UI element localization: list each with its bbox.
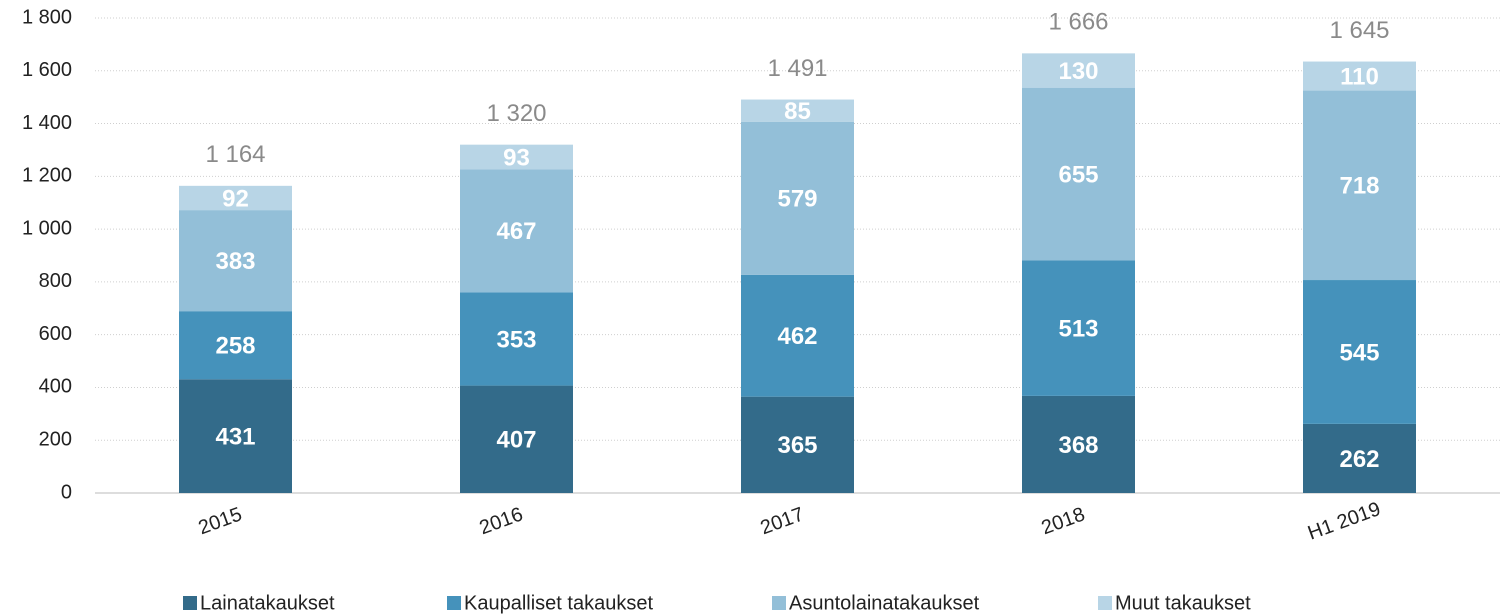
y-tick-label: 600 [39,323,72,345]
segment-label: 718 [1339,173,1379,200]
x-tick-label: 2017 [758,503,807,539]
bar-segment [741,99,854,122]
bar-segment [1022,395,1135,493]
bar-segment [741,396,854,493]
segment-label: 92 [222,185,249,212]
segment-label: 368 [1058,432,1098,459]
y-tick-label: 1 400 [22,112,72,134]
segment-label: 462 [777,323,817,350]
y-tick-label: 1 800 [22,6,72,28]
total-label: 1 645 [1329,17,1389,44]
segment-label: 545 [1339,339,1379,366]
bar-segment [179,379,292,493]
legend-label: Lainatakaukset [200,592,335,614]
x-tick-label: H1 2019 [1305,498,1384,545]
segment-label: 258 [215,333,255,360]
bar-segment [1022,87,1135,261]
legend-swatch [772,596,786,610]
segment-label: 110 [1340,63,1379,90]
bar-segment [179,210,292,312]
bar-segment [741,121,854,275]
y-tick-label: 1 600 [22,59,72,81]
legend-label: Muut takaukset [1115,592,1251,614]
y-tick-label: 1 000 [22,217,72,239]
segment-label: 513 [1058,316,1098,343]
segment-label: 85 [784,98,811,125]
legend-swatch [183,596,197,610]
segment-label: 655 [1058,161,1098,188]
legend-swatch [1098,596,1112,610]
x-tick-label: 2016 [477,503,526,539]
legend-label: Kaupalliset takaukset [464,592,653,614]
bar-segment [1303,90,1416,281]
x-tick-label: 2018 [1039,503,1088,539]
bar-segment [460,385,573,493]
legend-swatch [447,596,461,610]
total-label: 1 491 [767,55,827,82]
segment-label: 365 [777,432,817,459]
y-tick-label: 200 [39,429,72,451]
bar-segment [179,311,292,380]
bar-segment [1022,53,1135,88]
bar-segment [1303,61,1416,91]
segment-label: 407 [496,427,536,454]
segment-label: 467 [496,218,536,245]
segment-label: 579 [777,186,817,213]
total-label: 1 164 [205,141,265,168]
bar-segment [179,185,292,211]
bar-segment [460,292,573,386]
segment-label: 353 [496,326,536,353]
x-tick-label: 2015 [196,503,245,539]
segment-label: 383 [215,248,255,275]
y-tick-label: 1 200 [22,165,72,187]
bar-segment [460,169,573,293]
bar-segment [460,144,573,170]
bar-segment [1303,280,1416,424]
y-tick-label: 800 [39,270,72,292]
bar-segment [1303,423,1416,493]
y-tick-label: 0 [61,481,72,503]
bar-segment [741,274,854,397]
total-label: 1 320 [486,100,546,127]
segment-label: 431 [215,423,255,450]
segment-label: 130 [1058,58,1098,85]
y-tick-label: 400 [39,376,72,398]
segment-label: 93 [503,144,530,171]
total-label: 1 666 [1048,9,1108,36]
bar-segment [1022,260,1135,396]
legend-label: Asuntolainatakaukset [789,592,980,614]
segment-label: 262 [1339,446,1379,473]
